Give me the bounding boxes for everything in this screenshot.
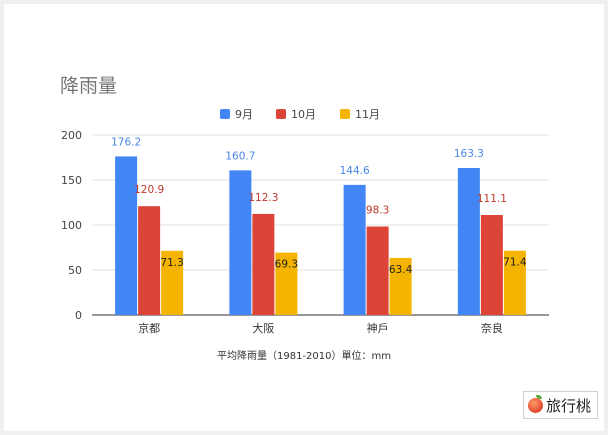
x-tick-label: 神戶 — [367, 321, 389, 335]
bar-9月-奈良 — [457, 168, 480, 315]
legend-label: 10月 — [291, 108, 316, 121]
data-label: 71.3 — [160, 257, 183, 269]
y-tick-label: 50 — [68, 264, 82, 277]
bar-10月-神戶 — [366, 226, 389, 315]
legend: 9月 10月 11月 — [220, 108, 380, 121]
gridlines — [92, 134, 549, 316]
data-label: 98.3 — [366, 205, 389, 217]
x-tick-label: 大阪 — [252, 321, 274, 335]
bar-10月-大阪 — [252, 213, 275, 315]
x-tick-label: 京都 — [138, 321, 160, 335]
data-label: 163.3 — [454, 148, 484, 160]
data-label: 69.3 — [275, 259, 298, 271]
data-label: 63.4 — [389, 264, 413, 276]
bar-11月-大阪 — [275, 252, 298, 315]
x-tick-label: 奈良 — [481, 321, 503, 335]
data-label: 176.2 — [111, 136, 141, 148]
watermark-badge: 旅行桃 — [522, 391, 598, 419]
bar-11月-神戶 — [389, 257, 412, 315]
legend-label: 11月 — [355, 108, 380, 121]
watermark-text: 旅行桃 — [545, 396, 591, 415]
bar-chart: 降雨量 9月 10月 11月 0 50 100 150 200 176.2 120.9 71.3… — [60, 75, 549, 362]
bar-10月-京都 — [138, 206, 161, 315]
data-label: 111.1 — [477, 193, 507, 205]
bar-9月-京都 — [115, 156, 138, 315]
axis-footnote: 平均降雨量（1981-2010）單位：mm — [217, 349, 391, 362]
data-label: 120.9 — [134, 184, 164, 196]
y-tick-label: 0 — [75, 309, 82, 322]
y-tick-label: 200 — [61, 129, 82, 142]
bar-11月-奈良 — [503, 250, 526, 315]
peach-icon — [527, 394, 543, 413]
x-axis: 京都 大阪 神戶 奈良 — [138, 321, 503, 335]
data-label: 71.4 — [503, 257, 527, 269]
legend-swatch — [220, 109, 230, 119]
legend-swatch — [340, 109, 350, 119]
bar-9月-大阪 — [229, 170, 252, 315]
y-tick-label: 150 — [61, 174, 82, 187]
data-label: 112.3 — [248, 192, 278, 204]
bar-11月-京都 — [161, 250, 184, 315]
bar-9月-神戶 — [343, 184, 366, 315]
bar-10月-奈良 — [480, 215, 503, 315]
data-label: 160.7 — [225, 150, 255, 162]
data-labels: 176.2 120.9 71.3 160.7 112.3 69.3 144.6 98.3 63.… — [111, 136, 527, 276]
y-tick-label: 100 — [61, 219, 82, 232]
y-axis: 0 50 100 150 200 — [61, 129, 82, 322]
legend-swatch — [276, 109, 286, 119]
chart-card: 降雨量 9月 10月 11月 0 50 100 150 200 176.2 120.9 71.3… — [4, 4, 604, 431]
chart-title: 降雨量 — [60, 75, 117, 97]
legend-label: 9月 — [235, 108, 253, 121]
data-label: 144.6 — [340, 165, 370, 177]
bars — [115, 156, 526, 315]
